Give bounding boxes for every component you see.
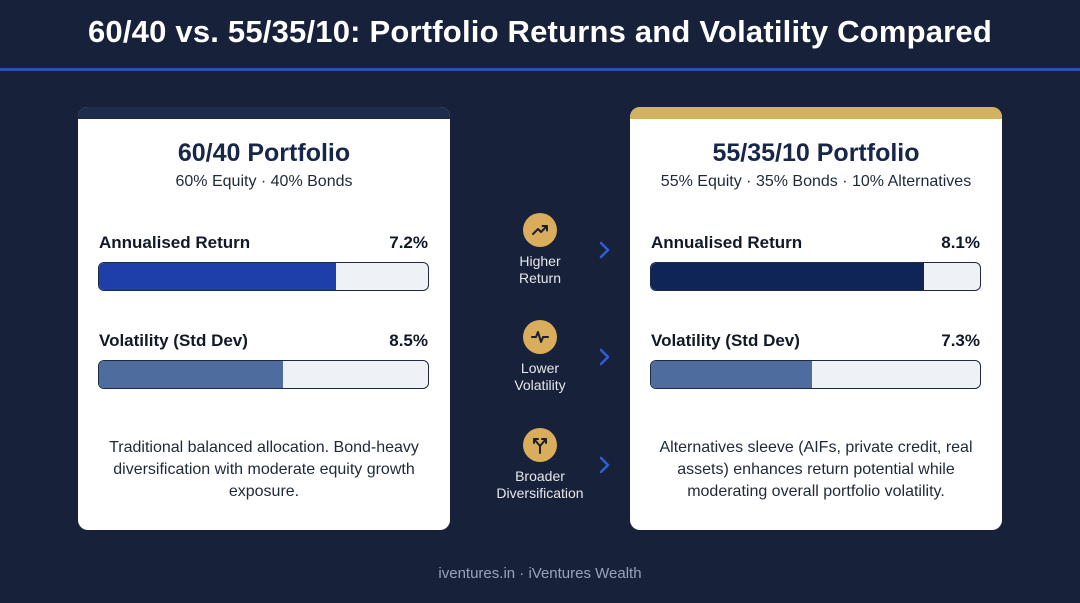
- portfolio-card-55-35-10: 55/35/10 Portfolio 55% Equity · 35% Bond…: [630, 107, 1002, 530]
- split-arrows-icon: [523, 428, 557, 462]
- benefit-lower-volatility: Lower Volatility: [480, 320, 600, 394]
- benefit-label-line2: Return: [518, 270, 562, 286]
- portfolio-card-60-40: 60/40 Portfolio 60% Equity · 40% Bonds A…: [78, 107, 450, 530]
- volatility-value: 8.5%: [389, 331, 428, 350]
- return-bar: [99, 263, 336, 290]
- title-divider: [0, 68, 1080, 71]
- card-title: 60/40 Portfolio: [177, 139, 351, 167]
- card-description: Alternatives sleeve (AIFs, private credi…: [659, 439, 973, 500]
- benefit-broader-diversification: Broader Diversification: [480, 428, 600, 502]
- volatility-bar: [99, 361, 284, 388]
- card-accent-bar: [78, 107, 450, 119]
- volatility-bar-track: [650, 360, 981, 389]
- card-title: 55/35/10 Portfolio: [712, 139, 920, 167]
- benefit-label-line2: Diversification: [496, 485, 584, 501]
- chevron-right-icon: [599, 348, 610, 366]
- volatility-label: Volatility (Std Dev): [99, 331, 248, 350]
- return-value: 7.2%: [389, 233, 428, 252]
- volatility-value: 7.3%: [941, 331, 980, 350]
- page-title: 60/40 vs. 55/35/10: Portfolio Returns an…: [87, 14, 992, 49]
- card-subtitle: 55% Equity · 35% Bonds · 10% Alternative…: [660, 173, 972, 190]
- benefit-higher-return: Higher Return: [480, 213, 600, 287]
- trend-up-icon: [523, 213, 557, 247]
- volatility-bar-track: [98, 360, 429, 389]
- chevron-right-icon: [599, 456, 610, 474]
- benefit-label-line1: Lower: [520, 360, 560, 376]
- pulse-icon: [523, 320, 557, 354]
- return-bar-track: [650, 262, 981, 291]
- return-value: 8.1%: [941, 233, 980, 252]
- benefit-label-line1: Higher: [519, 253, 561, 269]
- card-description: Traditional balanced allocation. Bond-he…: [109, 439, 419, 500]
- return-bar: [651, 263, 925, 290]
- footer-credit: iventures.in · iVentures Wealth: [438, 565, 642, 582]
- return-label: Annualised Return: [651, 233, 803, 252]
- chevron-right-icon: [599, 241, 610, 259]
- card-accent-bar: [630, 107, 1002, 119]
- return-label: Annualised Return: [99, 233, 251, 252]
- card-subtitle: 60% Equity · 40% Bonds: [175, 173, 353, 190]
- volatility-label: Volatility (Std Dev): [651, 331, 800, 350]
- benefit-label-line1: Broader: [515, 468, 565, 484]
- return-bar-track: [98, 262, 429, 291]
- volatility-bar: [651, 361, 813, 388]
- benefit-label-line2: Volatility: [514, 377, 566, 393]
